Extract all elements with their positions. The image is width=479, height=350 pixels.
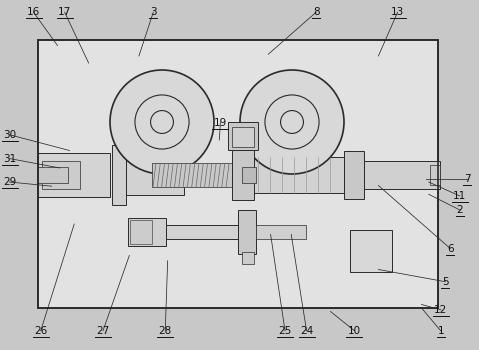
Text: 30: 30	[3, 130, 16, 140]
Text: 5: 5	[442, 277, 449, 287]
Bar	[232, 150, 254, 200]
Text: 6: 6	[447, 244, 454, 253]
Bar	[130, 220, 152, 244]
Text: 12: 12	[434, 305, 447, 315]
Text: 25: 25	[278, 326, 292, 336]
Bar	[254, 157, 344, 193]
Text: 17: 17	[58, 7, 71, 17]
Bar	[38, 40, 438, 308]
Bar	[38, 40, 438, 308]
Text: 28: 28	[159, 326, 172, 336]
Text: 13: 13	[391, 7, 404, 17]
Text: 3: 3	[150, 7, 157, 17]
Text: 26: 26	[34, 326, 47, 336]
Bar	[126, 155, 184, 195]
Bar	[238, 210, 256, 254]
Text: 29: 29	[3, 177, 16, 187]
Bar	[228, 122, 258, 150]
Text: 16: 16	[27, 7, 40, 17]
Bar	[38, 167, 68, 183]
Circle shape	[265, 95, 319, 149]
Text: 10: 10	[348, 326, 361, 336]
Bar	[38, 153, 110, 197]
Bar	[350, 230, 392, 272]
Bar	[42, 161, 80, 189]
Text: 11: 11	[453, 191, 467, 201]
Circle shape	[240, 70, 344, 174]
Bar	[128, 218, 166, 246]
Text: 8: 8	[313, 7, 319, 17]
Text: 31: 31	[3, 154, 16, 163]
Bar	[242, 167, 256, 183]
Circle shape	[281, 111, 303, 133]
Bar	[256, 225, 306, 239]
Text: 2: 2	[456, 205, 463, 215]
Bar	[242, 252, 254, 264]
Text: 7: 7	[464, 174, 470, 183]
Bar	[430, 165, 440, 185]
Bar	[344, 151, 364, 199]
Text: 1: 1	[437, 326, 444, 336]
Bar	[112, 145, 126, 205]
Bar	[166, 225, 238, 239]
Circle shape	[110, 70, 214, 174]
Bar	[232, 127, 254, 147]
Text: 24: 24	[300, 326, 313, 336]
Circle shape	[150, 111, 173, 133]
Text: 27: 27	[96, 326, 110, 336]
Bar	[152, 163, 232, 187]
Circle shape	[135, 95, 189, 149]
Text: 19: 19	[214, 118, 227, 127]
Bar	[364, 161, 440, 189]
